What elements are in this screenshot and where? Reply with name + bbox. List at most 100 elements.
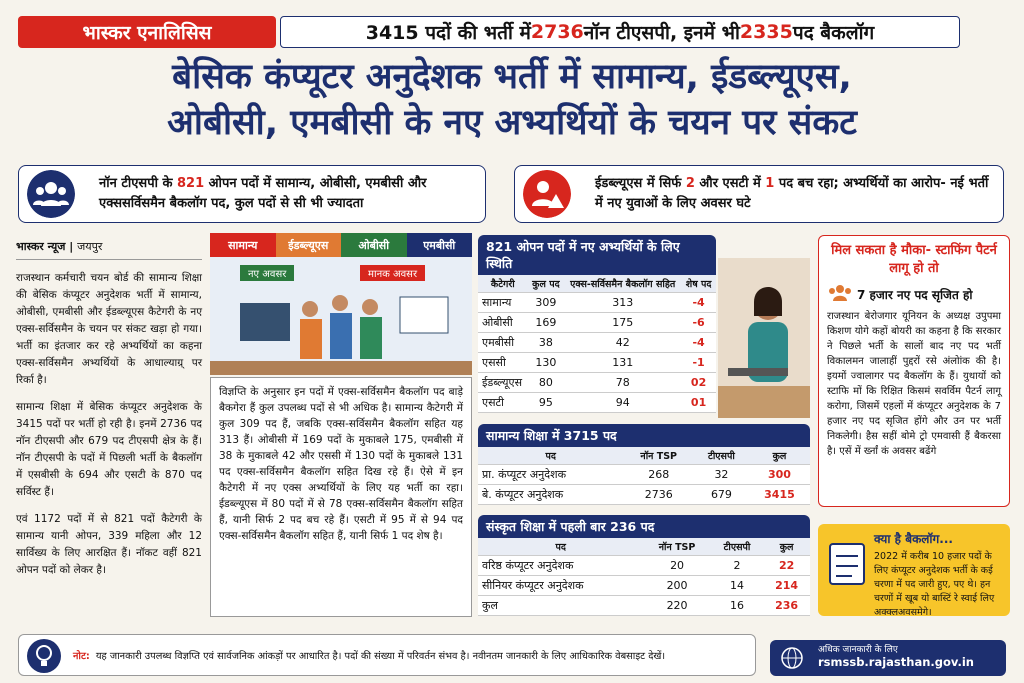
table-block: सामान्य शिक्षा में 3715 पद पद नॉन TSP टीएसप… — [478, 424, 810, 505]
header-cell: शेष पद — [681, 275, 716, 293]
text-part: 3415 पदों की भर्ती में — [365, 22, 531, 44]
highlight-number: 2736 — [530, 21, 584, 43]
header-cell: टीएसपी — [693, 447, 749, 465]
header-cell: कैटेगरी — [478, 275, 528, 293]
label: मानक अवसर — [360, 265, 426, 281]
cell: 313 — [564, 292, 682, 313]
sidebar-title: मिल सकता है मौका- स्टाफिंग पैटर्न लागू ह… — [831, 243, 997, 276]
website: rsmssb.rajasthan.gov.in — [818, 655, 974, 669]
cell: 220 — [643, 595, 711, 616]
text-part: पद बैकलॉग — [792, 22, 875, 44]
alert-icon — [523, 170, 571, 218]
row: सीनियर कंप्यूटर अनुदेशक 200 14 214 — [478, 575, 810, 596]
cell: 95 — [527, 392, 565, 413]
row: वरिष्ठ कंप्यूटर अनुदेशक 20 2 22 — [478, 555, 810, 576]
row: ओबीसी 169 175 -6 — [478, 312, 716, 333]
row: बे. कंप्यूटर अनुदेशक 2736 679 3415 — [478, 484, 810, 505]
header-row: पद नॉन TSP टीएसपी कुल — [478, 538, 810, 556]
header-cell: पद — [478, 447, 624, 465]
byline: भास्कर न्यूज | जयपुर — [16, 238, 202, 260]
row: सामान्य 309 313 -4 — [478, 292, 716, 313]
tab: ईडब्ल्यूएस — [275, 233, 341, 257]
table: पद नॉन TSP टीएसपी कुल वरिष्ठ कंप्यूटर अनुदेश… — [478, 538, 810, 616]
cell: 38 — [527, 332, 565, 353]
cell: -1 — [681, 352, 716, 373]
paragraph: एवं 1172 पदों में से 821 पदों कैटेगरी के… — [16, 513, 202, 576]
table-title: सामान्य शिक्षा में 3715 पद — [478, 424, 810, 447]
article-column: भास्कर न्यूज | जयपुर राजस्थान कर्मचारी च… — [16, 238, 202, 589]
cell: -6 — [681, 312, 716, 333]
header-row: पद नॉन TSP टीएसपी कुल — [478, 447, 810, 465]
table: कैटेगरी कुल पद एक्स-सर्विसमैन बैकलॉग सहित श… — [478, 275, 716, 413]
text-part: पद बच रहा; अभ्यर्थियों का आरोप- नई भर्ती… — [595, 176, 989, 211]
people-drawing — [210, 295, 472, 375]
cell: 200 — [643, 575, 711, 596]
table-block: 821 ओपन पदों में नए अभ्यर्थियों के लिए स… — [478, 235, 716, 413]
backlog-text: 2022 में करीब 10 हजार पदों के लिए कंप्यू… — [874, 551, 995, 618]
paragraph: राजस्थान कर्मचारी चयन बोर्ड की सामान्य श… — [16, 272, 202, 386]
photo — [718, 258, 810, 418]
header-row: कैटेगरी कुल पद एक्स-सर्विसमैन बैकलॉग सहित श… — [478, 275, 716, 293]
cell: 42 — [564, 332, 682, 353]
header-cell: नॉन TSP — [643, 538, 711, 556]
cell: -4 — [681, 292, 716, 313]
cell: 22 — [763, 555, 810, 576]
cell: प्रा. कंप्यूटर अनुदेशक — [478, 464, 624, 485]
cell: 236 — [763, 595, 810, 616]
sidebar: मिल सकता है मौका- स्टाफिंग पैटर्न लागू ह… — [818, 235, 1010, 507]
cell: 130 — [527, 352, 565, 373]
website-box: अधिक जानकारी के लिए rsmssb.rajasthan.gov… — [770, 640, 1006, 676]
cell: 131 — [564, 352, 682, 373]
highlight-text: ईडब्ल्यूएस में सिर्फ 2 और एसटी में 1 पद … — [595, 174, 993, 214]
highlight-number: 1 — [765, 176, 775, 191]
bulb-icon — [27, 639, 61, 673]
section-tag: भास्कर एनालिसिस — [18, 16, 276, 48]
tab-row: सामान्य ईडब्ल्यूएस ओबीसी एमबीसी — [210, 233, 472, 257]
title-line: बेसिक कंप्यूटर अनुदेशक भर्ती में सामान्य… — [172, 57, 852, 97]
row: ईडब्ल्यूएस 80 78 02 — [478, 372, 716, 393]
cell: 2736 — [623, 484, 694, 505]
cell: ओबीसी — [478, 312, 528, 333]
label: नए अवसर — [240, 265, 295, 281]
cell: 94 — [564, 392, 682, 413]
sidebar-subtitle: 7 हजार नए पद सृजित हो — [827, 285, 1001, 303]
cell: कुल — [478, 595, 644, 616]
cell: सामान्य — [478, 292, 528, 313]
note-text: यह जानकारी उपलब्ध विज्ञप्ति एवं सार्वजनि… — [95, 650, 666, 662]
cell: 679 — [693, 484, 749, 505]
cell: 3415 — [748, 484, 810, 505]
text-part: ईडब्ल्यूएस में सिर्फ — [595, 176, 686, 191]
main-title: बेसिक कंप्यूटर अनुदेशक भर्ती में सामान्य… — [10, 54, 1014, 146]
header-cell: कुल — [748, 447, 810, 465]
cell: 309 — [527, 292, 565, 313]
cell: -4 — [681, 332, 716, 353]
byline-place: जयपुर — [77, 240, 103, 253]
cell: 175 — [564, 312, 682, 333]
text-part: ओपन पदों में सामान्य, ओबीसी, एमबीसी और ए… — [99, 176, 427, 211]
subtitle-text: 7 हजार नए पद सृजित हो — [857, 288, 973, 302]
row: एसटी 95 94 01 — [478, 392, 716, 413]
header-cell: कुल — [763, 538, 810, 556]
cell: सीनियर कंप्यूटर अनुदेशक — [478, 575, 644, 596]
people-icon — [829, 285, 851, 301]
table-title: संस्कृत शिक्षा में पहली बार 236 पद — [478, 515, 810, 538]
headline: 3415 पदों की भर्ती में 2736 नॉन टीएसपी, … — [280, 16, 960, 48]
cell: 169 — [527, 312, 565, 333]
text-part: नॉन टीएसपी, इनमें भी — [583, 22, 740, 44]
illustration: सामान्य ईडब्ल्यूएस ओबीसी एमबीसी नए अवसर मान… — [210, 233, 472, 375]
table: पद नॉन TSP टीएसपी कुल प्रा. कंप्यूटर अनुदेशक… — [478, 447, 810, 505]
cell: 16 — [710, 595, 764, 616]
cell: ईडब्ल्यूएस — [478, 372, 528, 393]
title-line: ओबीसी, एमबीसी के नए अभ्यर्थियों के चयन प… — [167, 103, 857, 143]
backlog-title: क्या है बैकलॉग... — [874, 532, 953, 546]
header-cell: कुल पद — [527, 275, 565, 293]
cell: बे. कंप्यूटर अनुदेशक — [478, 484, 624, 505]
row: कुल 220 16 236 — [478, 595, 810, 616]
row: प्रा. कंप्यूटर अनुदेशक 268 32 300 — [478, 464, 810, 485]
tab: ओबीसी — [341, 233, 407, 257]
header-cell: नॉन TSP — [623, 447, 694, 465]
cell: 214 — [763, 575, 810, 596]
highlight-number: 2335 — [739, 21, 793, 43]
cell: एमबीसी — [478, 332, 528, 353]
